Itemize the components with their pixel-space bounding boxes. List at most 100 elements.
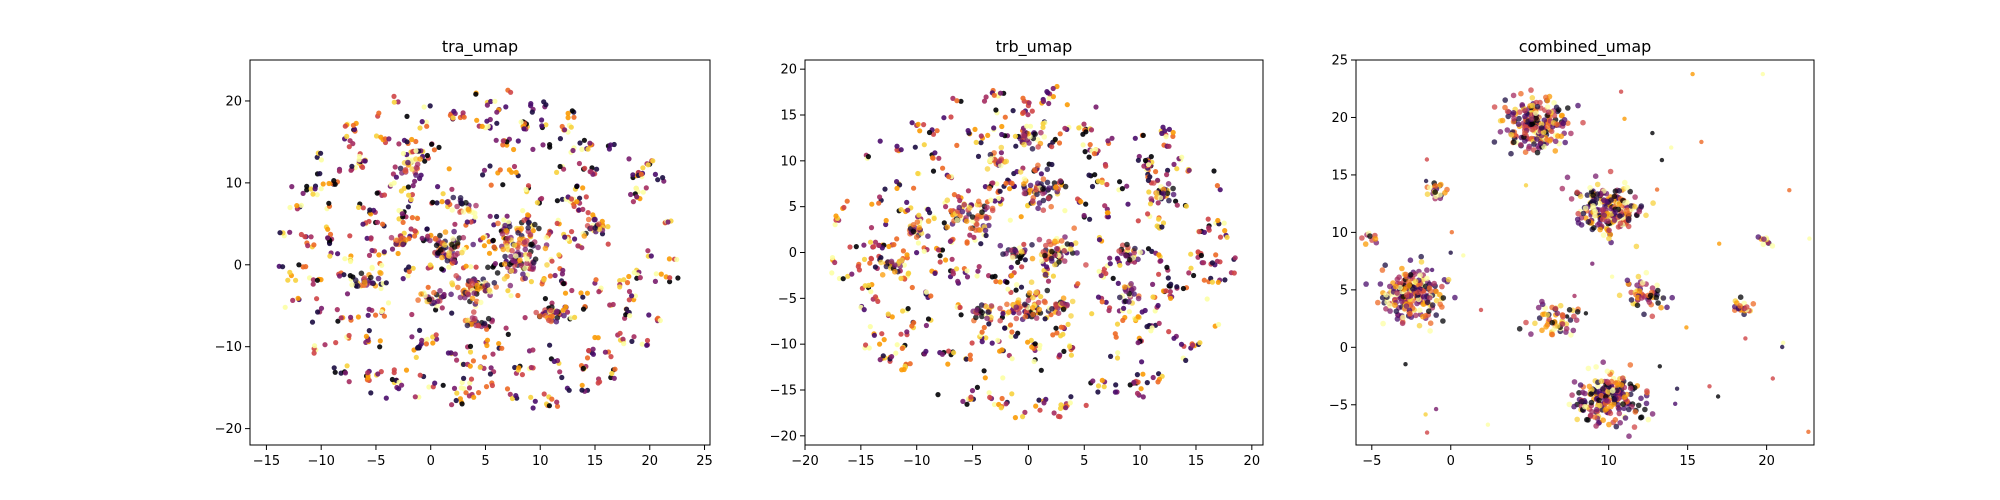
combined-umap-point: [1600, 359, 1606, 366]
tra-umap-point: [427, 237, 433, 244]
combined-umap-point: [1543, 324, 1549, 330]
trb-umap-point: [1035, 144, 1041, 150]
tra-umap-point: [332, 369, 338, 375]
combined-umap-point: [1737, 303, 1743, 309]
tra-umap-point: [561, 312, 567, 319]
tra-umap-point: [450, 236, 456, 242]
trb-umap-point: [969, 214, 976, 220]
combined-umap-point: [1563, 325, 1570, 332]
tra-umap-point: [400, 276, 406, 282]
tra-umap-point: [554, 308, 560, 315]
trb-umap-point: [948, 114, 954, 120]
combined-umap-point: [1383, 306, 1389, 312]
combined-umap-point: [1750, 301, 1757, 307]
tra-umap-point: [430, 199, 436, 205]
trb-umap-point: [939, 351, 946, 357]
tra-umap-point: [621, 341, 627, 347]
trb-umap-point: [1062, 234, 1068, 240]
trb-umap-point: [1045, 278, 1052, 284]
tra-umap-point: [469, 295, 476, 302]
tra-umap-point: [304, 187, 310, 193]
tra-umap-point: [296, 262, 302, 268]
tra-umap-point: [312, 343, 318, 349]
combined-umap-point: [1604, 405, 1610, 412]
trb-umap-point: [1158, 258, 1164, 264]
trb-umap-point: [1060, 295, 1067, 302]
trb-umap-point: [969, 340, 975, 346]
trb-umap-point: [1068, 246, 1074, 252]
tra-umap-point: [549, 258, 555, 264]
trb-umap-point: [996, 195, 1002, 202]
trb-umap-point: [1072, 240, 1079, 246]
combined-umap-point: [1600, 417, 1606, 424]
trb-umap-point: [986, 390, 992, 396]
tra-umap-point: [356, 157, 362, 163]
trb-umap-point: [1025, 297, 1032, 304]
trb-umap-point: [1104, 210, 1110, 216]
tra-umap-point: [308, 234, 314, 240]
trb-umap-point: [949, 256, 955, 262]
trb-umap-point: [1057, 414, 1063, 420]
trb-umap-point: [1053, 184, 1059, 191]
trb-umap-point: [992, 273, 998, 279]
trb-umap-point: [997, 305, 1003, 312]
trb-umap-point: [1060, 331, 1066, 337]
trb-umap-y-tick-label: 0: [789, 246, 797, 261]
combined-umap-point: [1583, 311, 1589, 316]
trb-umap-point: [1135, 295, 1142, 302]
trb-umap-point: [841, 204, 847, 211]
trb-umap-point: [883, 221, 889, 228]
tra-umap-point: [561, 166, 567, 172]
trb-umap-point: [1168, 295, 1174, 301]
combined-umap-point: [1552, 305, 1559, 312]
combined-umap-point: [1569, 392, 1575, 398]
tra-umap-point: [298, 202, 304, 208]
combined-umap-point: [1403, 303, 1410, 309]
trb-umap-point: [946, 348, 952, 354]
trb-umap-point: [1068, 394, 1074, 400]
tra-umap-point: [315, 309, 321, 315]
trb-umap-point: [1064, 302, 1070, 309]
combined-umap-point: [1674, 386, 1680, 391]
tra-umap-point: [488, 98, 494, 105]
tra-umap-point: [331, 365, 337, 371]
combined-umap-point: [1609, 274, 1615, 279]
combined-umap-point: [1590, 261, 1595, 266]
tra-umap-point: [575, 243, 581, 249]
trb-umap-point: [1035, 180, 1041, 186]
combined-umap-point: [1587, 412, 1594, 419]
trb-umap-point: [967, 356, 974, 362]
trb-umap-point: [1067, 400, 1073, 406]
tra-umap-point: [475, 322, 482, 329]
trb-umap-point: [1156, 271, 1162, 277]
combined-umap-point: [1411, 271, 1418, 278]
trb-umap-point: [1025, 112, 1031, 118]
combined-umap-point: [1523, 183, 1529, 188]
combined-umap-point: [1616, 188, 1623, 194]
combined-umap-point: [1526, 145, 1532, 152]
tra-umap-point: [522, 275, 528, 282]
combined-umap-point: [1628, 289, 1634, 296]
trb-umap-point: [911, 320, 917, 326]
trb-umap-point: [1071, 225, 1077, 231]
tra-umap-point: [368, 274, 374, 281]
combined-umap-point: [1502, 104, 1508, 111]
trb-umap-point: [1064, 102, 1070, 108]
tra-umap-point: [675, 275, 681, 281]
trb-umap-point: [988, 197, 994, 203]
tra-umap-point: [585, 146, 591, 152]
combined-umap-point: [1432, 189, 1438, 195]
tra-umap-x-tick-label: −15: [253, 454, 280, 469]
tra-umap-point: [467, 363, 473, 369]
trb-umap-point: [1005, 309, 1012, 316]
tra-umap-point: [348, 167, 354, 173]
trb-umap-point: [872, 264, 879, 270]
tra-umap-point: [569, 287, 575, 294]
tra-umap-point: [432, 380, 438, 386]
tra-umap-point: [494, 120, 500, 126]
trb-umap-point: [1128, 281, 1134, 287]
combined-umap-point: [1393, 308, 1400, 315]
trb-umap-point: [1030, 294, 1036, 301]
combined-umap-point: [1647, 292, 1654, 299]
tra-umap-point: [460, 110, 466, 116]
